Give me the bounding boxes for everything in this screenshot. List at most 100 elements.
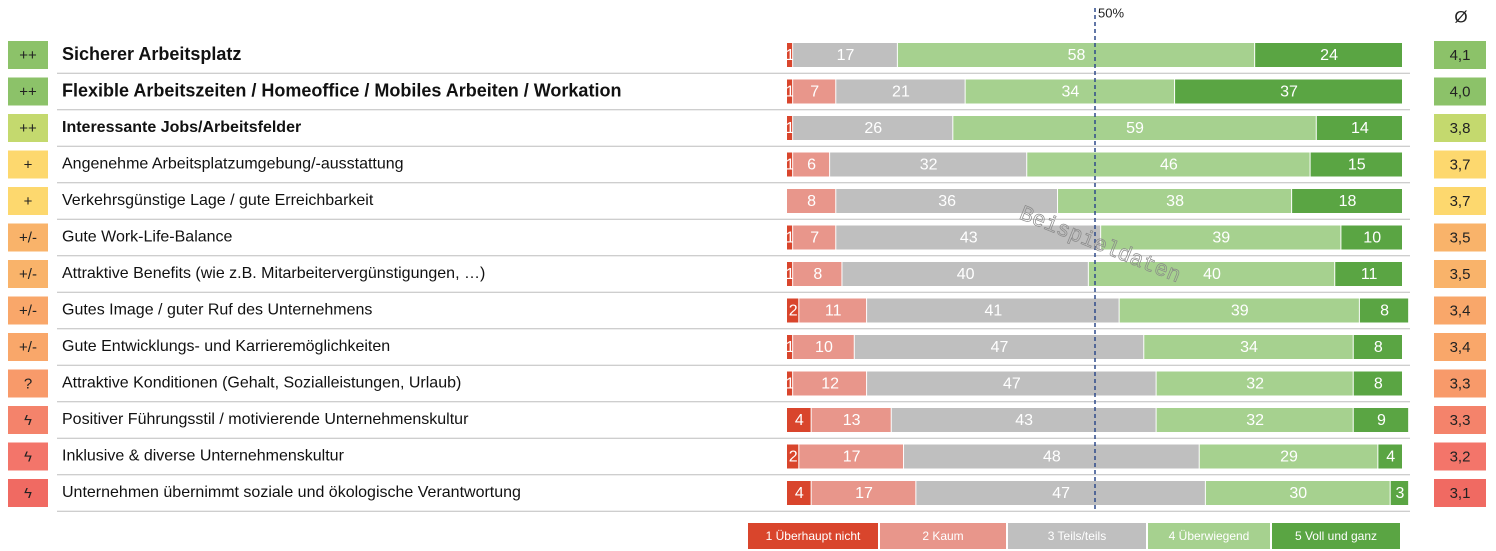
category-label: Unternehmen übernimmt soziale und ökolog… [62, 484, 521, 501]
average-label: 3,2 [1450, 448, 1471, 465]
segment-label: 59 [1126, 120, 1144, 137]
bar-segment [793, 262, 842, 286]
rating-label: ++ [19, 83, 37, 100]
segment-label: 40 [1203, 266, 1221, 283]
bar-segment [787, 116, 793, 140]
legend-swatch [1148, 523, 1270, 549]
rating-label: ++ [19, 120, 37, 137]
bar-segment [836, 225, 1101, 250]
segment-label: 13 [843, 412, 861, 429]
average-badge [1434, 406, 1486, 434]
bar-segment [867, 371, 1156, 396]
bar-segment [1199, 444, 1378, 469]
segment-label: 32 [1246, 376, 1264, 393]
rating-badge [8, 369, 48, 398]
legend-label: 1 Überhaupt nicht [766, 529, 861, 543]
rating-label: + [24, 156, 33, 173]
average-label: 3,4 [1450, 302, 1471, 319]
bar-segment [1156, 371, 1353, 396]
bar-segment [897, 43, 1255, 67]
segment-label: 2 [789, 303, 798, 320]
average-label: 3,3 [1450, 375, 1471, 392]
average-label: 3,3 [1450, 412, 1471, 429]
bar-segment [787, 408, 811, 432]
bar-segment [799, 444, 904, 469]
segment-label: 47 [991, 339, 1009, 356]
rating-label: ϟ [24, 412, 32, 429]
legend-swatch [880, 523, 1006, 549]
bar-segment [1292, 189, 1402, 213]
segment-label: 17 [855, 485, 873, 502]
bar-segment [1359, 298, 1409, 323]
category-label: Flexible Arbeitszeiten / Homeoffice / Mo… [62, 80, 621, 100]
segment-label: 47 [1052, 485, 1070, 502]
category-label: Attraktive Benefits (wie z.B. Mitarbeite… [62, 265, 485, 282]
legend-label: 4 Überwiegend [1169, 529, 1250, 543]
segment-label: 1 [786, 339, 795, 356]
average-header: Ø [1454, 7, 1467, 26]
average-label: 3,5 [1450, 266, 1471, 283]
segment-label: 38 [1166, 193, 1184, 210]
segment-label: 34 [1240, 339, 1258, 356]
average-label: 3,7 [1450, 156, 1471, 173]
rating-label: + [24, 193, 33, 210]
segment-label: 24 [1320, 47, 1338, 64]
rating-label: ϟ [24, 448, 32, 465]
average-badge [1434, 442, 1486, 471]
segment-label: 34 [1061, 84, 1079, 101]
bar-segment [1353, 371, 1402, 396]
bar-segment [1255, 43, 1402, 67]
segment-label: 1 [786, 84, 795, 101]
category-label: Positiver Führungsstil / motivierende Un… [62, 411, 469, 428]
category-label: Attraktive Konditionen (Gehalt, Sozialle… [62, 375, 461, 392]
bar-segment [1058, 189, 1292, 213]
category-label: Interessante Jobs/Arbeitsfelder [62, 119, 301, 136]
bar-segment [916, 481, 1205, 505]
segment-label: 10 [815, 339, 833, 356]
segment-label: 11 [825, 303, 842, 320]
bar-segment [1353, 408, 1409, 432]
rating-badge [8, 187, 48, 215]
bar-segment [787, 262, 793, 286]
average-badge [1434, 150, 1486, 179]
segment-label: 39 [1231, 303, 1249, 320]
segment-label: 32 [920, 157, 938, 174]
bar-segment [793, 225, 836, 250]
segment-label: 8 [813, 266, 822, 283]
segment-label: 18 [1339, 193, 1357, 210]
segment-label: 4 [795, 412, 804, 429]
segment-label: 8 [1374, 339, 1383, 356]
segment-label: 1 [786, 120, 795, 137]
rating-badge [8, 479, 48, 507]
rating-badge [8, 41, 48, 69]
legend-label: 5 Voll und ganz [1295, 529, 1377, 543]
segment-label: 8 [1374, 376, 1383, 393]
segment-label: 58 [1068, 47, 1086, 64]
bar-segment [1175, 79, 1402, 104]
bar-segment [1027, 152, 1310, 177]
average-badge [1434, 296, 1486, 325]
category-label: Angenehme Arbeitsplatzumgebung/-ausstatt… [62, 156, 404, 173]
average-badge [1434, 479, 1486, 507]
segment-label: 1 [786, 157, 795, 174]
bar-segment [799, 298, 867, 323]
bar-segment [1156, 408, 1353, 432]
rating-label: ϟ [24, 485, 32, 502]
segment-label: 17 [843, 449, 861, 466]
bar-segment [787, 335, 793, 359]
segment-label: 17 [837, 47, 855, 64]
rating-badge [8, 150, 48, 179]
bar-segment [867, 298, 1119, 323]
rating-label: +/- [19, 266, 37, 283]
segment-label: 11 [1361, 266, 1378, 283]
bar-segment [1390, 481, 1409, 505]
bar-segment [904, 444, 1199, 469]
bar-segment [793, 152, 830, 177]
segment-label: 30 [1289, 485, 1307, 502]
rating-label: +/- [19, 339, 37, 356]
segment-label: 37 [1280, 84, 1298, 101]
bar-segment [1341, 225, 1402, 250]
bar-segment [787, 481, 811, 505]
rating-label: +/- [19, 302, 37, 319]
segment-label: 46 [1160, 157, 1178, 174]
